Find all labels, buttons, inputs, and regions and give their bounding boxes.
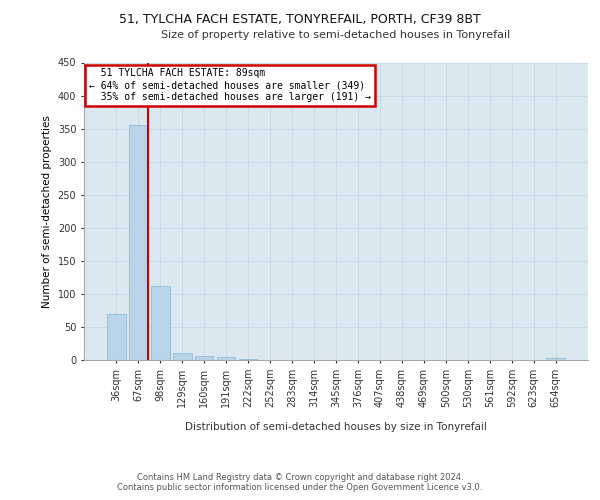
Bar xyxy=(547,358,565,360)
Bar xyxy=(173,352,191,360)
Text: Distribution of semi-detached houses by size in Tonyrefail: Distribution of semi-detached houses by … xyxy=(185,422,487,432)
Bar xyxy=(151,286,170,360)
Bar xyxy=(195,356,214,360)
Bar xyxy=(107,314,125,360)
Text: Contains HM Land Registry data © Crown copyright and database right 2024.: Contains HM Land Registry data © Crown c… xyxy=(137,472,463,482)
Bar xyxy=(129,126,148,360)
Bar xyxy=(217,358,235,360)
Text: Contains public sector information licensed under the Open Government Licence v3: Contains public sector information licen… xyxy=(118,482,482,492)
Title: Size of property relative to semi-detached houses in Tonyrefail: Size of property relative to semi-detach… xyxy=(161,30,511,40)
Y-axis label: Number of semi-detached properties: Number of semi-detached properties xyxy=(42,115,52,308)
Text: 51 TYLCHA FACH ESTATE: 89sqm
← 64% of semi-detached houses are smaller (349)
  3: 51 TYLCHA FACH ESTATE: 89sqm ← 64% of se… xyxy=(89,68,371,102)
Text: 51, TYLCHA FACH ESTATE, TONYREFAIL, PORTH, CF39 8BT: 51, TYLCHA FACH ESTATE, TONYREFAIL, PORT… xyxy=(119,12,481,26)
